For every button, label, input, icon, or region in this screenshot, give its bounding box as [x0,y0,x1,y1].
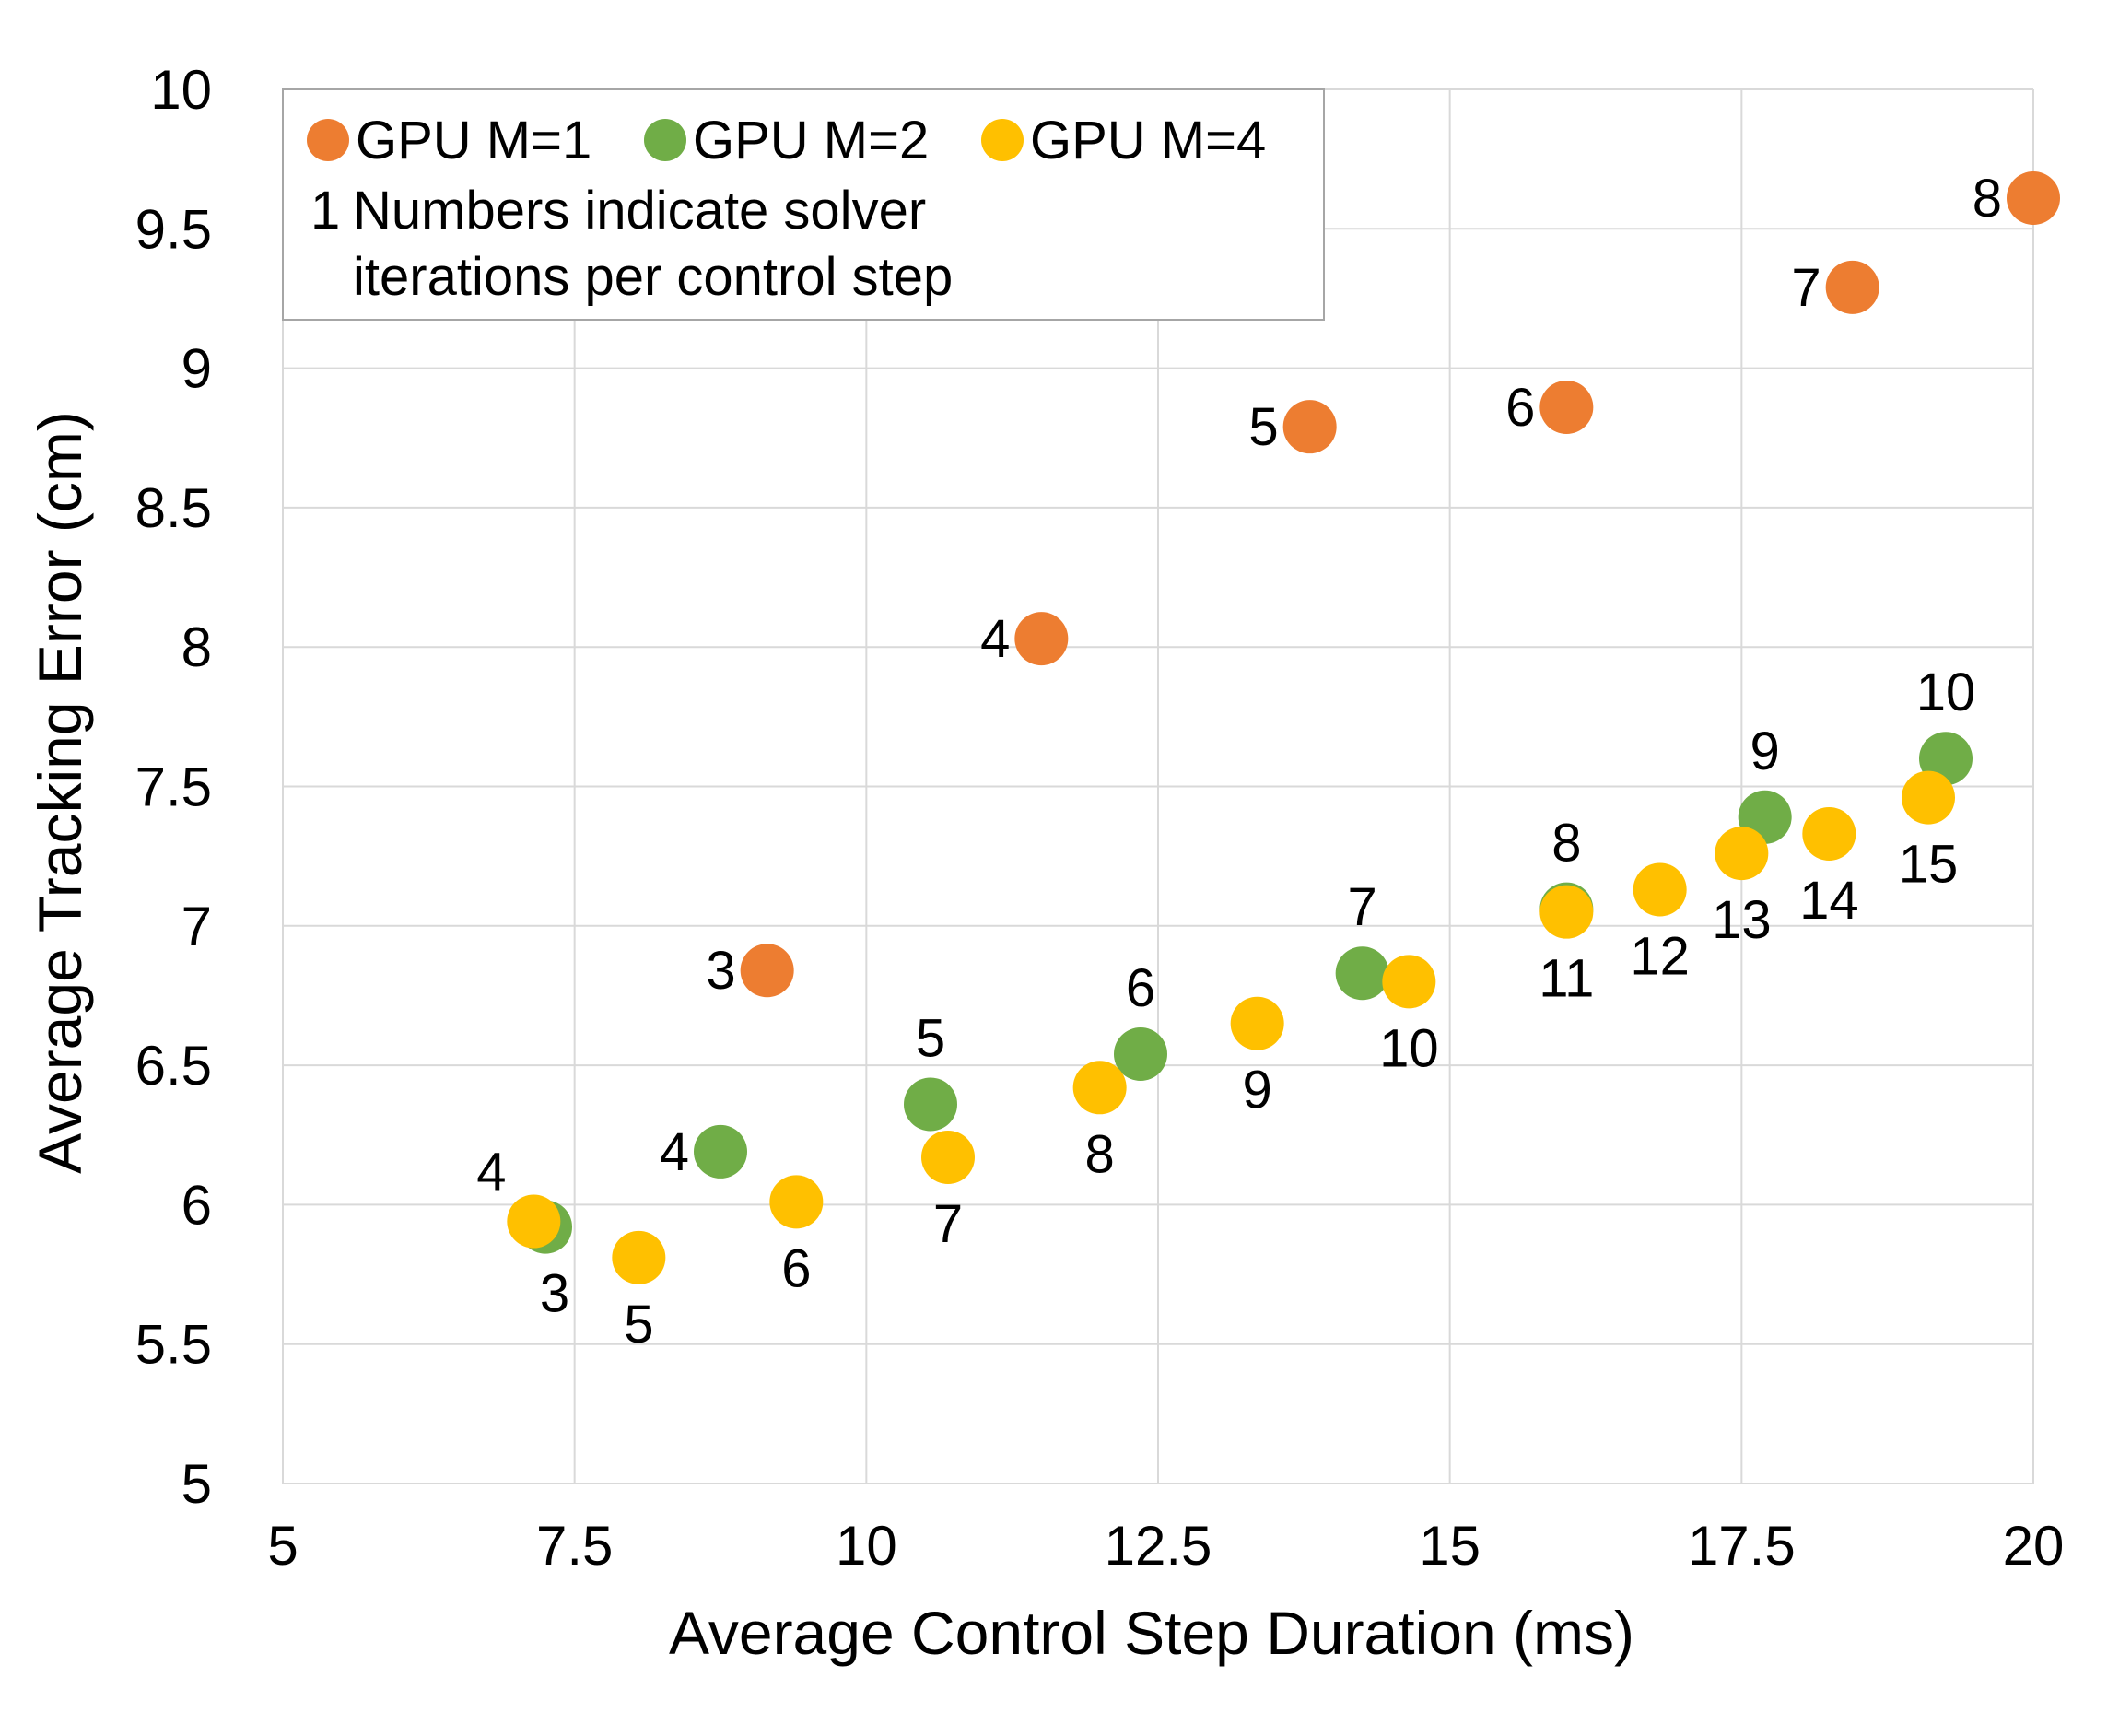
y-axis-title: Average Tracking Error (cm) [26,411,94,1174]
data-point-label: 13 [1712,890,1772,950]
data-point [1539,380,1594,434]
data-point-label: 6 [1505,378,1535,438]
data-point-label: 3 [540,1264,569,1324]
x-tick-label: 5 [267,1515,298,1577]
data-point-label: 6 [1126,958,1155,1018]
data-point-label: 15 [1899,835,1959,895]
y-tick-label: 7 [181,896,212,957]
data-point [1072,1061,1127,1115]
data-point-label: 5 [624,1295,653,1355]
data-point [1825,260,1879,314]
x-tick-label: 15 [1419,1515,1481,1577]
legend-label-gpu-m2: GPU M=2 [693,111,929,170]
y-tick-label: 6 [181,1174,212,1236]
data-point [1114,1026,1167,1081]
data-point-label: 6 [781,1238,811,1298]
y-tick-label: 10 [150,59,212,121]
data-point-label: 5 [916,1008,945,1068]
data-point [921,1130,975,1184]
legend: GPU M=1 GPU M=2 GPU M=4 1 Numbers indica… [282,88,1325,321]
data-point [694,1124,747,1179]
data-point-label: 7 [1348,877,1377,937]
data-point-label: 8 [1973,169,2002,229]
data-point [904,1077,957,1132]
data-point [1633,862,1687,917]
data-point-label: 3 [706,941,735,1001]
data-point [1539,885,1594,939]
data-point [2007,171,2060,226]
y-tick-label: 5 [181,1453,212,1515]
legend-marker-gpu-m2 [644,119,686,161]
data-point-label: 10 [1916,663,1976,722]
x-tick-label: 20 [2003,1515,2065,1577]
legend-box [282,88,1325,321]
data-point-label: 5 [1248,397,1278,457]
data-point-label: 11 [1539,949,1594,1009]
data-point [740,944,794,998]
data-point [1382,955,1436,1009]
x-tick-label: 17.5 [1688,1515,1796,1577]
point-labels: 3 4 5 6 7 8 3 4 5 6 7 8 9 10 4 5 6 7 8 9 10 11 12 13 14 15 [476,169,2002,1355]
data-point-label: 12 [1630,926,1690,986]
legend-note-marker: 1 [310,181,340,240]
data-point [1715,827,1769,881]
data-point [1902,770,1955,825]
y-tick-label: 8 [181,616,212,678]
legend-label-gpu-m1: GPU M=1 [356,111,591,170]
legend-note-line-2: iterations per control step [353,247,953,307]
legend-marker-gpu-m4 [981,119,1024,161]
x-tick-label: 7.5 [536,1515,613,1577]
data-point-label: 9 [1243,1061,1272,1120]
y-tick-label: 9.5 [135,198,212,260]
data-point [612,1230,666,1284]
y-tick-label: 7.5 [135,757,212,818]
y-tick-label: 6.5 [135,1035,212,1097]
data-point-label: 14 [1799,871,1859,931]
data-point-label: 4 [476,1143,506,1202]
data-point-label: 10 [1379,1018,1439,1078]
data-point-label: 9 [1750,721,1780,781]
legend-label-gpu-m4: GPU M=4 [1030,111,1266,170]
data-point [1014,612,1069,666]
data-point [1282,400,1337,454]
data-point-label: 8 [1551,814,1581,874]
x-tick-label: 10 [836,1515,897,1577]
data-points [507,171,2060,1284]
x-axis-title: Average Control Step Duration (ms) [669,1599,1634,1667]
legend-note-line-1: Numbers indicate solver [353,181,926,240]
data-point [507,1194,561,1249]
y-tick-label: 5.5 [135,1314,212,1376]
x-tick-label: 12.5 [1105,1515,1212,1577]
data-point-label: 7 [1791,258,1820,318]
y-tick-label: 8.5 [135,477,212,539]
data-point-label: 4 [660,1122,689,1182]
legend-marker-gpu-m1 [307,119,349,161]
data-point [769,1175,824,1229]
data-point [1335,946,1389,1001]
y-tick-label: 9 [181,338,212,400]
data-point-label: 7 [933,1194,963,1254]
data-point [1802,806,1856,861]
data-point-label: 8 [1085,1124,1115,1184]
data-point-label: 4 [980,609,1010,669]
data-point [1230,996,1284,1050]
